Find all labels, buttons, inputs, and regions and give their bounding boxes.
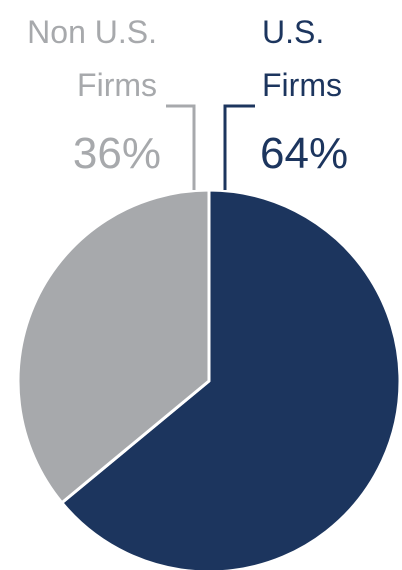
non-us-firms-percent-label: 36% [73,129,161,178]
non-us-firms-label-line2: Firms [77,67,157,103]
us-firms-label-line1: U.S. [262,14,324,50]
non-us-firms-slice [16,188,211,505]
us-firms-slice [60,188,402,570]
leader-lines [166,104,255,190]
pie-slices [16,188,402,570]
non-us-firms-label-line1: Non U.S. [27,14,157,50]
us-firms-percent-label: 64% [260,129,348,178]
non-us-firms-leader-line [166,104,196,190]
us-firms-leader-line [223,104,255,190]
us-firms-label-line2: Firms [262,67,342,103]
